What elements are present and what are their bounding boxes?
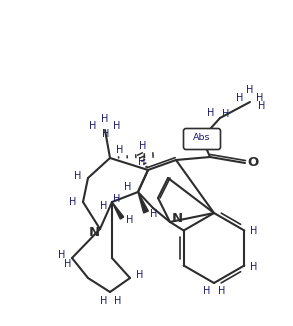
Text: H: H (113, 121, 121, 131)
Text: H: H (101, 114, 109, 124)
Text: H: H (139, 141, 147, 151)
Text: N: N (88, 226, 100, 239)
Text: H: H (222, 109, 230, 119)
Text: H: H (100, 201, 108, 211)
Text: H: H (246, 85, 254, 95)
Text: H: H (250, 262, 257, 273)
Text: H: H (203, 286, 211, 296)
Text: H: H (218, 286, 226, 296)
Text: H: H (124, 182, 132, 192)
Text: O: O (247, 156, 259, 170)
Text: N: N (171, 213, 183, 226)
Text: H: H (102, 129, 110, 139)
Text: H: H (258, 101, 266, 111)
Text: H: H (116, 145, 124, 155)
FancyBboxPatch shape (183, 128, 221, 150)
Text: H: H (74, 171, 82, 181)
Text: H: H (126, 215, 134, 225)
Text: Abs: Abs (193, 134, 211, 142)
Text: H: H (138, 157, 146, 167)
Text: H: H (113, 194, 121, 204)
Text: H: H (100, 296, 108, 306)
Text: H: H (236, 93, 244, 103)
Text: H: H (256, 93, 264, 103)
Text: H: H (250, 226, 257, 235)
Polygon shape (112, 202, 124, 219)
Text: H: H (89, 121, 97, 131)
Polygon shape (138, 192, 148, 213)
Text: H: H (136, 270, 144, 280)
Text: H: H (58, 250, 66, 260)
Text: H: H (64, 259, 72, 269)
Text: H: H (150, 209, 158, 219)
Text: H: H (207, 108, 215, 118)
Text: H: H (69, 197, 77, 207)
Text: H: H (114, 296, 122, 306)
